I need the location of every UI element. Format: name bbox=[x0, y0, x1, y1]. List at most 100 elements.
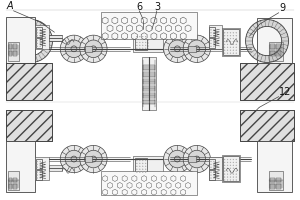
Circle shape bbox=[145, 45, 146, 46]
Bar bbox=[14, 184, 17, 189]
Circle shape bbox=[65, 40, 83, 58]
Bar bbox=[36, 170, 42, 180]
Circle shape bbox=[96, 47, 97, 48]
Circle shape bbox=[230, 171, 231, 172]
Circle shape bbox=[236, 35, 237, 36]
Circle shape bbox=[174, 50, 175, 51]
Circle shape bbox=[145, 42, 146, 43]
Circle shape bbox=[227, 165, 228, 166]
Bar bbox=[135, 158, 147, 174]
Circle shape bbox=[93, 162, 94, 163]
Text: 3: 3 bbox=[154, 2, 160, 12]
Circle shape bbox=[236, 53, 237, 54]
Circle shape bbox=[136, 166, 137, 167]
Circle shape bbox=[213, 178, 214, 179]
Circle shape bbox=[65, 150, 83, 168]
Circle shape bbox=[175, 45, 176, 46]
Circle shape bbox=[139, 45, 140, 46]
Circle shape bbox=[96, 50, 97, 51]
Circle shape bbox=[145, 160, 146, 161]
Circle shape bbox=[177, 45, 178, 46]
Circle shape bbox=[198, 156, 199, 157]
Circle shape bbox=[195, 156, 196, 157]
Circle shape bbox=[213, 167, 214, 168]
Bar bbox=[6, 17, 35, 63]
Circle shape bbox=[70, 157, 71, 158]
Circle shape bbox=[233, 47, 234, 48]
Bar bbox=[143, 100, 155, 104]
Bar bbox=[8, 171, 19, 190]
Circle shape bbox=[236, 41, 237, 42]
Circle shape bbox=[178, 161, 179, 162]
Circle shape bbox=[71, 46, 77, 52]
Circle shape bbox=[233, 162, 234, 163]
Circle shape bbox=[199, 50, 200, 51]
Circle shape bbox=[94, 51, 96, 52]
Circle shape bbox=[194, 46, 200, 52]
Circle shape bbox=[196, 45, 197, 46]
Circle shape bbox=[211, 40, 212, 41]
Circle shape bbox=[230, 168, 231, 169]
Circle shape bbox=[174, 157, 175, 158]
Circle shape bbox=[180, 48, 181, 49]
Bar bbox=[240, 63, 294, 100]
Circle shape bbox=[230, 177, 231, 178]
Circle shape bbox=[75, 51, 76, 52]
Bar bbox=[36, 159, 42, 169]
Bar bbox=[223, 156, 239, 181]
Circle shape bbox=[37, 46, 38, 47]
Circle shape bbox=[199, 160, 200, 161]
Bar bbox=[9, 178, 13, 182]
Circle shape bbox=[145, 172, 146, 173]
Circle shape bbox=[211, 29, 212, 30]
Circle shape bbox=[198, 45, 199, 46]
Circle shape bbox=[80, 35, 107, 62]
Circle shape bbox=[213, 164, 214, 165]
Circle shape bbox=[230, 32, 231, 33]
Circle shape bbox=[142, 169, 143, 170]
Circle shape bbox=[40, 167, 41, 168]
Text: 12: 12 bbox=[279, 87, 291, 97]
Circle shape bbox=[230, 44, 231, 45]
Circle shape bbox=[174, 46, 180, 52]
Circle shape bbox=[233, 32, 234, 33]
Circle shape bbox=[233, 50, 234, 51]
Circle shape bbox=[136, 163, 137, 164]
Circle shape bbox=[224, 177, 225, 178]
Circle shape bbox=[91, 156, 92, 157]
Circle shape bbox=[145, 169, 146, 170]
Circle shape bbox=[94, 45, 96, 46]
Circle shape bbox=[142, 36, 143, 37]
Circle shape bbox=[227, 159, 228, 160]
Circle shape bbox=[227, 32, 228, 33]
Circle shape bbox=[236, 159, 237, 160]
Circle shape bbox=[173, 159, 174, 160]
Circle shape bbox=[164, 145, 191, 173]
Circle shape bbox=[142, 42, 143, 43]
Circle shape bbox=[195, 161, 196, 162]
Circle shape bbox=[188, 40, 206, 58]
Circle shape bbox=[70, 159, 71, 160]
Circle shape bbox=[213, 172, 214, 173]
Circle shape bbox=[96, 48, 97, 49]
Bar bbox=[257, 18, 292, 63]
Circle shape bbox=[37, 172, 38, 173]
Circle shape bbox=[175, 156, 176, 157]
Bar bbox=[101, 171, 197, 195]
Circle shape bbox=[142, 48, 143, 49]
Bar bbox=[6, 63, 52, 100]
Circle shape bbox=[198, 51, 199, 52]
Circle shape bbox=[227, 171, 228, 172]
Bar bbox=[134, 32, 163, 52]
Circle shape bbox=[236, 165, 237, 166]
Circle shape bbox=[96, 160, 97, 161]
Circle shape bbox=[72, 45, 73, 46]
Circle shape bbox=[177, 162, 178, 163]
Circle shape bbox=[236, 177, 237, 178]
Circle shape bbox=[136, 36, 137, 37]
Text: A: A bbox=[7, 1, 13, 11]
Bar bbox=[14, 178, 17, 182]
Circle shape bbox=[195, 45, 196, 46]
Circle shape bbox=[164, 35, 191, 62]
Bar bbox=[270, 51, 275, 56]
